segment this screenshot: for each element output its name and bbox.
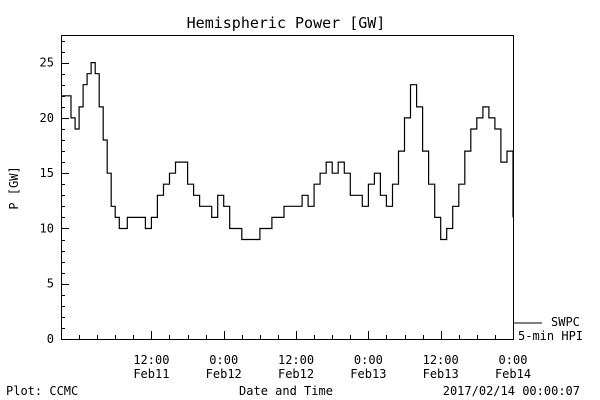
x-axis: 12:00Feb110:00Feb1212:00Feb120:00Feb1312…	[61, 331, 531, 381]
x-axis-label: Date and Time	[239, 384, 333, 398]
legend-line-2: 5-min HPI	[518, 329, 583, 343]
y-tick-label: 10	[40, 221, 54, 235]
legend-line-1: SWPC	[551, 315, 580, 329]
chart-title: Hemispheric Power [GW]	[187, 14, 386, 32]
x-tick-date-label: Feb11	[133, 367, 169, 381]
x-tick-time-label: 0:00	[209, 353, 238, 367]
x-tick-date-label: Feb12	[278, 367, 314, 381]
footer-plot-credit: Plot: CCMC	[6, 384, 78, 398]
x-tick-time-label: 0:00	[354, 353, 383, 367]
x-tick-date-label: Feb12	[206, 367, 242, 381]
footer-timestamp: 2017/02/14 00:00:07	[443, 384, 580, 398]
hemispheric-power-series-line	[61, 62, 514, 241]
legend: SWPC 5-min HPI	[514, 315, 583, 343]
x-tick-date-label: Feb13	[350, 367, 386, 381]
y-tick-label: 25	[40, 56, 54, 70]
series-layer	[61, 62, 514, 241]
y-axis: 0 5 10 15 20 25	[40, 41, 69, 346]
y-axis-label: P [GW]	[7, 166, 21, 209]
y-tick-label: 15	[40, 166, 54, 180]
x-tick-time-label: 0:00	[499, 353, 528, 367]
x-tick-date-label: Feb14	[495, 367, 531, 381]
x-tick-date-label: Feb13	[423, 367, 459, 381]
y-tick-label: 20	[40, 111, 54, 125]
x-tick-time-label: 12:00	[278, 353, 314, 367]
y-tick-label: 5	[47, 277, 54, 291]
x-tick-time-label: 12:00	[423, 353, 459, 367]
y-tick-label: 0	[47, 332, 54, 346]
x-tick-time-label: 12:00	[133, 353, 169, 367]
